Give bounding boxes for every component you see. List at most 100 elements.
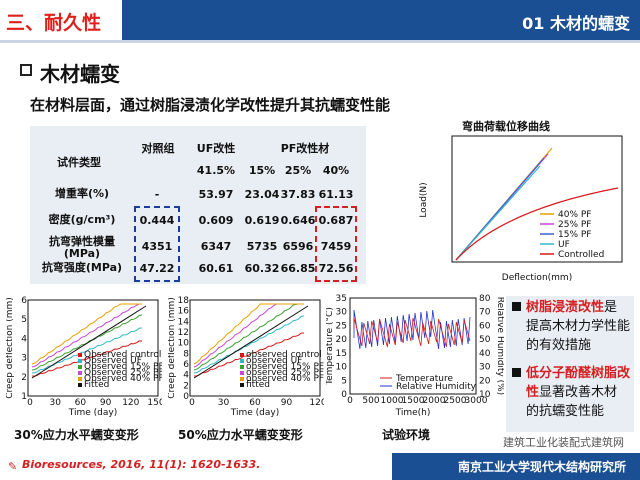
y-tick-label: 4: [21, 334, 27, 344]
x-tick-label: 30: [218, 398, 230, 408]
legend-label: observed 15% PF: [246, 362, 324, 372]
table-cell: 53.97: [198, 188, 234, 201]
legend-marker: [240, 359, 244, 363]
table-cell: 60.32: [244, 262, 280, 275]
creep-series-line: [31, 303, 142, 368]
footer-text: 南京工业大学现代木结构研究所: [457, 460, 626, 474]
table-cell: 7459: [320, 240, 352, 253]
y-tick-label: 10: [178, 339, 190, 349]
env-y2-label: Relative Humidity (%): [495, 297, 504, 395]
section-title: 三、耐久性: [6, 12, 102, 34]
legend-label: Observed control: [84, 350, 161, 360]
header-divider: [0, 40, 640, 43]
table-cell: 0.619: [244, 214, 280, 227]
legend-marker: [78, 377, 82, 381]
x-tick-label: 2000: [423, 396, 446, 406]
creep-series-line: [31, 303, 142, 365]
info2-highlight: 低分子酚醛树脂改性: [526, 366, 631, 400]
heading: 木材蠕变: [40, 62, 120, 86]
creep2-x-label: Time (day): [230, 408, 279, 418]
info2-text: 显著改善木材的抗蠕变性能: [526, 385, 618, 419]
y-tick-label: 18: [178, 296, 190, 306]
y2-tick-label: 20: [479, 376, 491, 386]
x-tick-label: 60: [75, 398, 87, 408]
y-tick-label: 12: [178, 328, 189, 338]
creep2-y-label: Creep deflection (mm): [168, 297, 177, 399]
x-tick-label: 1500: [402, 396, 425, 406]
y-tick-label: 30: [336, 308, 348, 318]
legend-label: fitted: [246, 380, 270, 390]
caption-env: 试验环境: [382, 428, 431, 442]
environment-chart: 0 500 100015002000250030000510152025303510…: [326, 294, 504, 418]
legend-label: UF: [558, 240, 570, 250]
y-tick-label: 5: [341, 376, 347, 386]
col-header-pf: PF改性材: [280, 142, 330, 155]
legend-label: Fitted: [84, 380, 109, 390]
table-cell: 6596: [282, 240, 314, 253]
legend-label: Controlled: [558, 250, 604, 260]
y-tick-label: 2: [183, 381, 189, 391]
load-series-line: [455, 187, 619, 261]
properties-table: 试件类型 对照组 UF改性 PF改性材 41.5% 15% 25% 40% 增重…: [30, 126, 366, 284]
y-tick-label: 1: [21, 392, 27, 402]
table-cell: 5735: [246, 240, 278, 253]
creep-series-line: [193, 315, 305, 374]
x-tick-label: 3000: [465, 396, 488, 406]
y-tick-label: 6: [183, 360, 189, 370]
conc-pf15: 15%: [248, 164, 276, 177]
legend-marker: [78, 365, 82, 369]
legend-label: Observed 15% PF: [84, 362, 162, 372]
control-highlight: [134, 206, 180, 282]
x-tick-label: 0: [189, 398, 195, 408]
table-cell: 66.85: [280, 262, 316, 275]
y-tick-label: 16: [178, 307, 190, 317]
y-tick-label: 25: [336, 321, 347, 331]
x-tick-label: 150: [147, 398, 162, 408]
legend-marker: [78, 371, 82, 375]
y-tick-label: 0: [341, 390, 347, 400]
env-y-label: Temperature (°C): [326, 307, 335, 386]
row-label: 增重率(%): [54, 187, 110, 200]
y-tick-label: 14: [178, 317, 190, 327]
fitted-line: [31, 305, 147, 379]
table-cell: 47.22: [139, 262, 175, 275]
legend-label: observed 40% PF: [246, 374, 324, 384]
legend-marker: [78, 383, 82, 387]
col-header-control: 对照组: [141, 142, 175, 155]
table-cell: 6347: [200, 240, 232, 253]
humidity-line: [353, 309, 471, 350]
row-label: 密度(g/cm³): [48, 213, 116, 226]
legend-marker: [240, 365, 244, 369]
y-tick-label: 4: [183, 371, 189, 381]
watermark: 建筑工业化装配式建筑网: [503, 436, 624, 449]
col-header-type: 试件类型: [57, 156, 101, 169]
x-tick-label: 90: [281, 398, 293, 408]
header-section-box: [0, 0, 122, 40]
conc-pf40: 40%: [322, 164, 350, 177]
y-tick-label: 2: [21, 373, 27, 383]
y2-tick-label: 50: [479, 335, 491, 345]
y-tick-label: 10: [336, 363, 348, 373]
load-series-line: [455, 165, 541, 261]
x-tick-label: 0: [347, 396, 353, 406]
y2-tick-label: 30: [479, 363, 491, 373]
y2-tick-label: 10: [479, 390, 491, 400]
caption-50: 50%应力水平蠕变变形: [178, 428, 303, 442]
y2-tick-label: 40: [479, 349, 491, 359]
load-chart-title: 弯曲荷载位移曲线: [462, 120, 550, 133]
temperature-line: [353, 317, 471, 348]
square-bullet-icon: [20, 64, 32, 76]
square-bullet-icon: [512, 302, 521, 311]
table-cell: 4351: [141, 240, 173, 253]
x-tick-label: 2500: [444, 396, 467, 406]
table-cell: 72.56: [318, 262, 354, 275]
legend-label: Observed 25% PF: [84, 368, 162, 378]
square-bullet-icon: [512, 368, 521, 377]
legend-label: 15% PF: [558, 230, 591, 240]
x-tick-label: 30: [49, 398, 61, 408]
y-tick-label: 8: [183, 349, 189, 359]
conc-uf: 41.5%: [196, 164, 236, 177]
table-cell: 0.444: [139, 214, 175, 227]
